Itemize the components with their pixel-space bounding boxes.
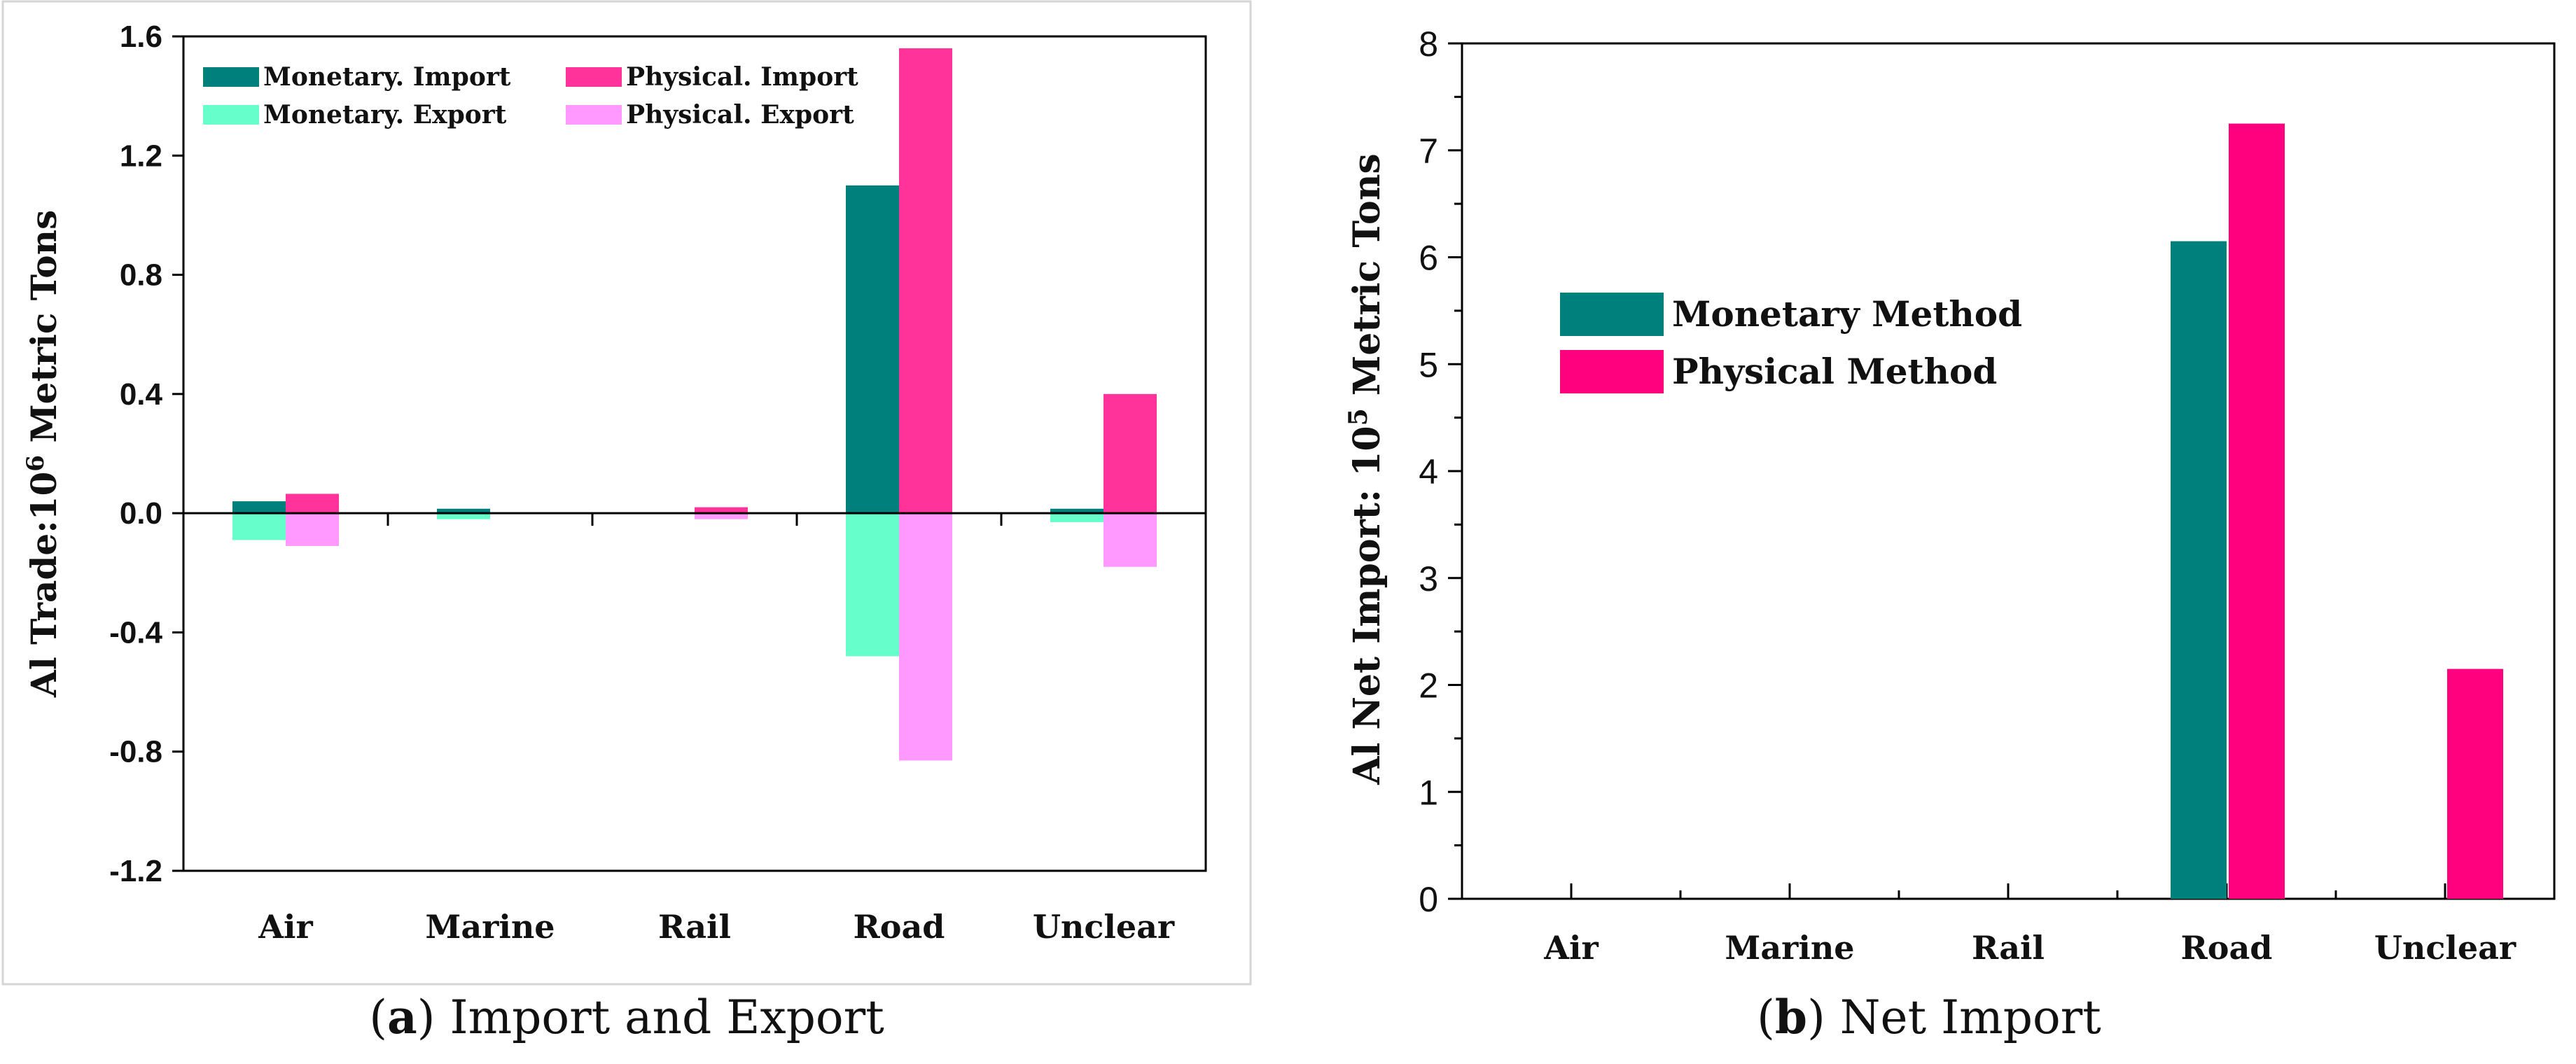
bar-physical-import-air	[286, 493, 339, 514]
bar-physical-method-road	[2229, 123, 2285, 899]
bar-monetary-import-road	[846, 185, 899, 514]
bar-monetary-import-air	[232, 501, 286, 514]
panel-a-category-label: Road	[854, 908, 945, 946]
legend-label-monetary-import: Monetary. Import	[263, 62, 511, 92]
bar-physical-export-rail	[695, 513, 748, 519]
panel-b-category-label: Road	[2181, 929, 2273, 967]
panel-b-y-tick-label: 4	[1419, 452, 1438, 491]
bar-physical-export-unclear	[1103, 513, 1157, 567]
panel-b-y-axis-label-main: Al Net Import: 10	[1346, 426, 1388, 785]
panel-b-y-tick-label: 0	[1419, 880, 1438, 919]
bar-monetary-export-marine	[437, 513, 490, 519]
bar-physical-export-air	[286, 513, 339, 546]
panel-b-y-tick-label: 2	[1419, 666, 1438, 706]
panel-b-y-tick-label: 6	[1419, 239, 1438, 278]
panel-b-caption-label: b	[1775, 990, 1807, 1044]
panel-b-category-labels: Air Marine Rail Road Unclear	[1543, 929, 2516, 967]
panel-b: 0 1 2 3 4 5 6 7 8 Air Marine Rail Road Unclear Monet…	[1344, 24, 2556, 967]
panel-b-y-tick-label: 3	[1419, 559, 1438, 598]
panel-a-y-axis-label: Al Trade:106 Metric Tons	[22, 210, 64, 698]
panel-a-y-axis-label-unit: Metric Tons	[23, 210, 64, 455]
legend-swatch-monetary-export	[203, 105, 259, 125]
legend-swatch-monetary-method	[1560, 293, 1664, 336]
panel-a-category-labels: Air Marine Rail Road Unclear	[258, 908, 1175, 946]
panel-a: -1.2 -0.8 -0.4 0.0 0.4 0.8 1.2 1.6 Air Marine Rai…	[1, 0, 1252, 986]
panel-a-y-axis-label-exponent: 6	[22, 455, 50, 472]
panel-a-zero-line	[183, 512, 1206, 526]
panel-a-y-axis-label-main: Al Trade:10	[23, 472, 64, 698]
panel-b-category-label: Unclear	[2374, 929, 2516, 967]
panel-b-bars	[2171, 123, 2503, 899]
panel-a-plot-area	[182, 35, 1207, 872]
panel-b-y-axis-label: Al Net Import: 105 Metric Tons	[1344, 153, 1388, 785]
panel-b-y-tick-label: 7	[1419, 132, 1438, 171]
panel-a-y-tick-label: 0.0	[120, 496, 162, 531]
panel-a-caption: (a) Import and Export	[369, 990, 884, 1044]
panel-a-category-label: Rail	[658, 908, 731, 946]
bar-monetary-export-air	[232, 513, 286, 540]
bar-monetary-export-unclear	[1050, 513, 1103, 522]
panel-b-legend: Monetary Method Physical Method	[1560, 293, 2022, 393]
legend-swatch-physical-method	[1560, 350, 1664, 393]
bar-monetary-import-marine	[437, 508, 490, 514]
panel-b-caption: (b) Net Import	[1757, 990, 2101, 1044]
legend-swatch-physical-import	[566, 67, 622, 87]
legend-label-monetary-export: Monetary. Export	[263, 100, 507, 130]
panel-b-caption-text: Net Import	[1825, 990, 2101, 1044]
bar-physical-method-unclear	[2447, 668, 2503, 899]
panel-b-y-axis-label-unit: Metric Tons	[1346, 153, 1388, 408]
panel-a-legend: Monetary. Import Monetary. Export Physical…	[203, 62, 858, 130]
panel-a-y-tick-label: -0.8	[109, 735, 162, 769]
panel-a-y-tick-label: -0.4	[109, 615, 162, 650]
bar-physical-import-rail	[695, 507, 748, 514]
panel-b-y-axis-label-exponent: 5	[1344, 408, 1373, 426]
legend-swatch-monetary-import	[203, 67, 259, 87]
bar-monetary-import-unclear	[1050, 508, 1103, 514]
bar-monetary-export-road	[846, 513, 899, 657]
panel-a-y-tick-label: -1.2	[109, 854, 162, 888]
panel-b-category-label: Marine	[1725, 929, 1854, 967]
panel-b-y-tick-label: 8	[1419, 24, 1438, 64]
panel-a-y-axis: -1.2 -0.8 -0.4 0.0 0.4 0.8 1.2 1.6	[109, 20, 183, 888]
panel-b-y-tick-label: 5	[1419, 345, 1438, 384]
panel-b-plot-area	[1461, 42, 2556, 900]
panel-a-y-tick-label: 0.4	[120, 377, 163, 412]
legend-label-physical-import: Physical. Import	[626, 62, 858, 92]
panel-a-frame	[1, 0, 1252, 986]
panel-a-category-label: Marine	[425, 908, 555, 946]
panel-a-category-label: Air	[258, 908, 313, 946]
panel-a-caption-label: a	[387, 990, 417, 1044]
panel-b-y-axis: 0 1 2 3 4 5 6 7 8	[1419, 24, 2556, 919]
panel-b-category-label: Air	[1543, 929, 1599, 967]
panel-a-y-tick-label: 1.6	[120, 20, 162, 54]
panel-b-y-tick-label: 1	[1419, 773, 1438, 812]
panel-a-bars	[232, 48, 1157, 761]
panel-a-y-tick-label: 0.8	[120, 258, 162, 293]
legend-label-physical-export: Physical. Export	[626, 100, 854, 130]
bar-physical-import-road	[899, 48, 952, 514]
bar-physical-import-unclear	[1103, 393, 1157, 514]
legend-label-physical-method: Physical Method	[1672, 351, 1997, 392]
bar-monetary-method-road	[2171, 241, 2227, 899]
panel-a-caption-text: Import and Export	[436, 990, 884, 1044]
panel-b-category-label: Rail	[1972, 929, 2045, 967]
legend-label-monetary-method: Monetary Method	[1672, 293, 2022, 335]
legend-swatch-physical-export	[566, 105, 622, 125]
panel-a-y-tick-label: 1.2	[120, 139, 162, 173]
panel-a-category-label: Unclear	[1033, 908, 1175, 946]
bar-physical-export-road	[899, 513, 952, 761]
